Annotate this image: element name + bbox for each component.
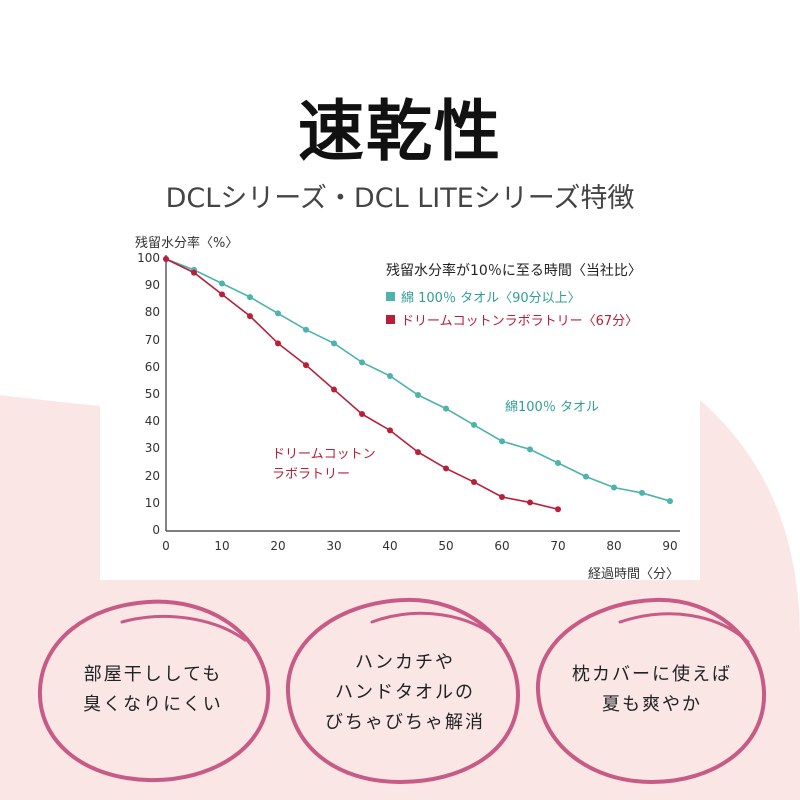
y-tick-label: 20 (144, 468, 160, 483)
data-point-cotton (331, 340, 337, 347)
data-point-dream (471, 479, 477, 486)
data-point-dream (415, 449, 421, 456)
data-point-cotton (555, 460, 561, 466)
x-tick-label: 30 (326, 539, 342, 553)
data-point-dream (163, 256, 169, 262)
data-point-dream (247, 313, 253, 320)
legend-swatch-dream (386, 315, 395, 324)
x-tick-label: 0 (162, 539, 170, 553)
y-tick-label: 90 (144, 278, 160, 293)
chart-panel (100, 222, 700, 580)
data-point-dream (499, 494, 505, 500)
data-point-dream (303, 362, 309, 369)
data-point-dream (387, 427, 393, 434)
legend-swatch-cotton (386, 292, 395, 301)
bubble-3-line-1: 枕カバーに使えば (572, 664, 732, 685)
data-point-cotton (611, 484, 617, 491)
data-point-cotton (415, 392, 421, 398)
annotation-dream-line1: ドリームコットン (272, 447, 376, 462)
annotation-cotton: 綿100％ タオル (505, 400, 599, 415)
y-tick-label: 10 (144, 495, 160, 510)
bubble-1-line-1: 部屋干ししても (83, 664, 223, 685)
legend-item-cotton: 綿 100％ タオル〈90分以上〉 (386, 287, 581, 306)
bubble-circle-1 (37, 599, 271, 783)
data-point-cotton (247, 294, 253, 301)
data-point-dream (331, 386, 337, 393)
data-point-cotton (387, 372, 393, 379)
bubble-circle-3-stroke (618, 612, 750, 644)
y-tick-label: 70 (144, 332, 160, 347)
x-tick-label: 20 (270, 539, 286, 553)
data-point-cotton (499, 438, 505, 445)
annotation-dream: ドリームコットン ラボラトリー (272, 445, 376, 485)
bubble-circle-3 (535, 597, 767, 785)
data-point-dream (443, 465, 449, 472)
legend-title: 残留水分率が10％に至る時間〈当社比〉 (386, 263, 642, 279)
x-tick-label: 80 (606, 539, 622, 553)
bubble-2-line-3: びちゃびちゃ解消 (325, 712, 485, 733)
data-point-dream (527, 499, 533, 506)
data-point-cotton (219, 280, 225, 287)
y-tick-label: 100 (137, 251, 160, 265)
data-point-dream (359, 411, 365, 418)
bubble-text-1: 部屋干ししても 臭くなりにくい (58, 660, 248, 720)
y-tick-label: 80 (144, 305, 160, 320)
y-tick-label: 0 (152, 523, 160, 537)
y-tick-label: 60 (144, 359, 160, 374)
data-point-cotton (275, 310, 281, 317)
data-point-dream (191, 269, 197, 276)
data-point-cotton (303, 326, 309, 333)
x-tick-label: 60 (494, 539, 510, 553)
data-point-cotton (359, 359, 365, 366)
y-tick-label: 30 (144, 441, 160, 456)
data-point-cotton (639, 489, 645, 496)
bubble-text-2: ハンカチや ハンドタオルの びちゃびちゃ解消 (305, 648, 505, 738)
x-tick-label: 50 (438, 539, 454, 553)
bubble-3-line-2: 夏も爽やか (602, 694, 702, 715)
data-point-cotton (471, 421, 477, 428)
bubble-2-line-2: ハンドタオルの (335, 682, 475, 703)
data-point-cotton (583, 473, 589, 480)
bubble-2-line-1: ハンカチや (355, 652, 455, 673)
legend-label-dream: ドリームコットンラボラトリー〈67分〉 (401, 314, 639, 329)
y-tick-label: 50 (144, 387, 160, 401)
page-subtitle: DCLシリーズ・DCL LITEシリーズ特徴 (165, 183, 635, 214)
x-tick-label: 70 (550, 539, 566, 553)
x-tick-label: 10 (214, 539, 230, 553)
data-point-dream (555, 506, 561, 513)
page-title: 速乾性 (298, 93, 502, 170)
data-point-cotton (667, 498, 673, 505)
data-point-cotton (527, 446, 533, 453)
x-tick-label: 40 (382, 539, 398, 553)
annotation-dream-line2: ラボラトリー (272, 467, 351, 482)
x-axis-label: 経過時間〈分〉 (588, 567, 680, 582)
data-point-dream (275, 340, 281, 347)
data-point-cotton (443, 405, 449, 412)
x-tick-label: 90 (662, 539, 678, 553)
bubble-circle-2-stroke (370, 611, 502, 642)
bubble-1-line-2: 臭くなりにくい (83, 694, 223, 715)
bubble-text-3: 枕カバーに使えば 夏も爽やか (552, 660, 752, 720)
legend-label-cotton: 綿 100％ タオル〈90分以上〉 (401, 291, 581, 306)
y-tick-label: 40 (144, 414, 160, 429)
data-point-dream (219, 291, 225, 298)
y-axis-label: 残留水分率〈%〉 (135, 236, 239, 251)
bubble-circle-1-stroke (120, 614, 247, 642)
bubble-circle-2 (285, 597, 521, 785)
legend-item-dream: ドリームコットンラボラトリー〈67分〉 (386, 310, 638, 329)
